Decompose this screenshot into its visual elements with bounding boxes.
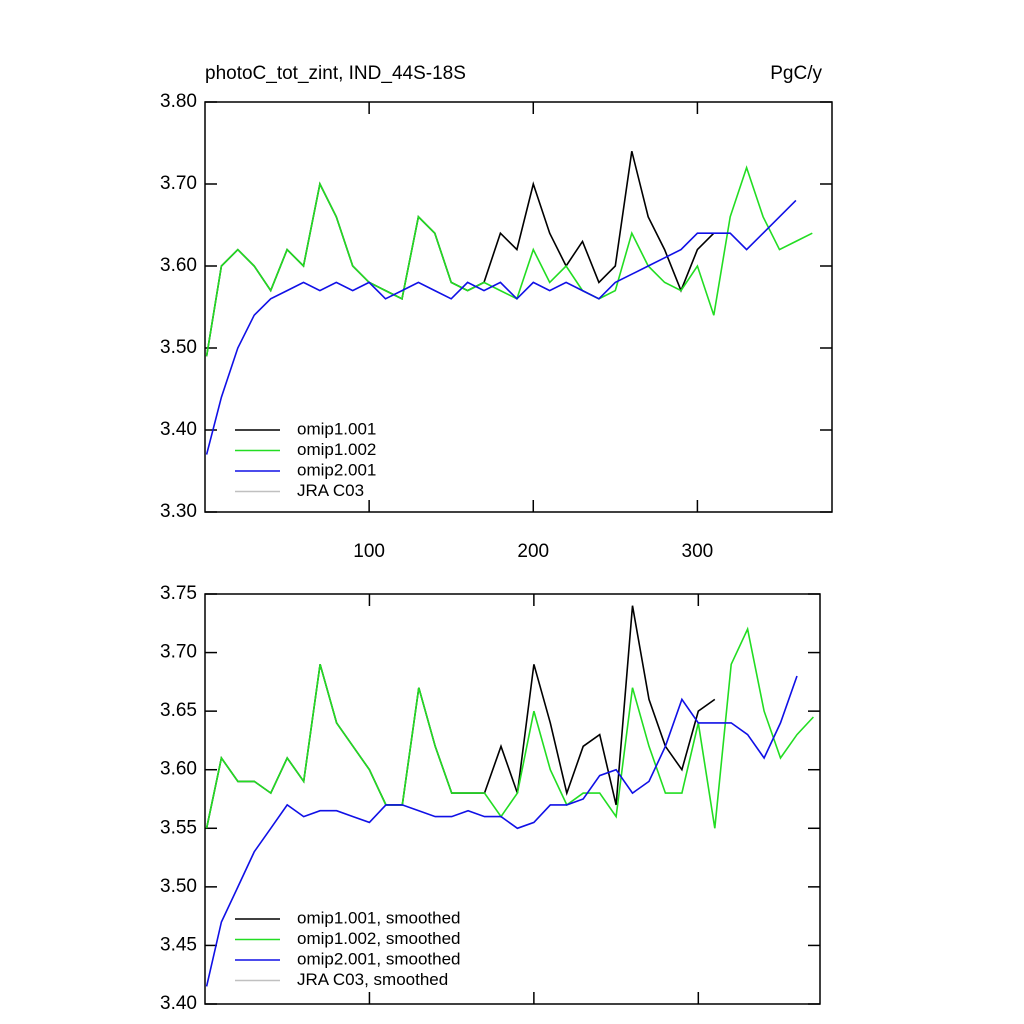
legend-label: omip2.001 (297, 460, 376, 479)
y-tick-label: 3.50 (160, 876, 197, 897)
y-tick-label: 3.55 (160, 817, 197, 838)
legend-label: omip1.002 (297, 440, 376, 459)
y-tick-label: 3.75 (160, 583, 197, 604)
legend-label: omip1.001, smoothed (297, 908, 461, 927)
y-tick-label: 3.40 (160, 993, 197, 1014)
series-line (205, 165, 813, 357)
units-label: PgC/y (770, 63, 822, 84)
y-tick-label: 3.70 (160, 173, 197, 194)
x-tick-label: 300 (682, 541, 714, 562)
series-line (205, 605, 716, 829)
y-tick-label: 3.70 (160, 642, 197, 663)
plot-frame (204, 101, 833, 513)
chart-title: photoC_tot_zint, IND_44S-18S (205, 63, 466, 84)
y-tick-label: 3.65 (160, 700, 197, 721)
y-tick-label: 3.40 (160, 419, 197, 440)
y-tick-label: 3.60 (160, 255, 197, 276)
series-line (205, 199, 797, 455)
series-line (205, 675, 798, 987)
y-tick-label: 3.30 (160, 501, 197, 522)
legend-label: omip1.001 (297, 419, 376, 438)
series-line (205, 151, 715, 357)
y-tick-label: 3.45 (160, 934, 197, 955)
legend-label: omip2.001, smoothed (297, 949, 461, 968)
y-tick-label: 3.80 (160, 91, 197, 112)
y-tick-label: 3.50 (160, 337, 197, 358)
legend-label: omip1.002, smoothed (297, 929, 461, 948)
x-tick-label: 100 (353, 541, 385, 562)
x-tick-label: 200 (517, 541, 549, 562)
series-line (205, 626, 814, 829)
y-tick-label: 3.60 (160, 759, 197, 780)
legend-label: JRA C03, smoothed (297, 970, 448, 989)
plot-frame (204, 593, 821, 1005)
legend-label: JRA C03 (297, 481, 364, 500)
